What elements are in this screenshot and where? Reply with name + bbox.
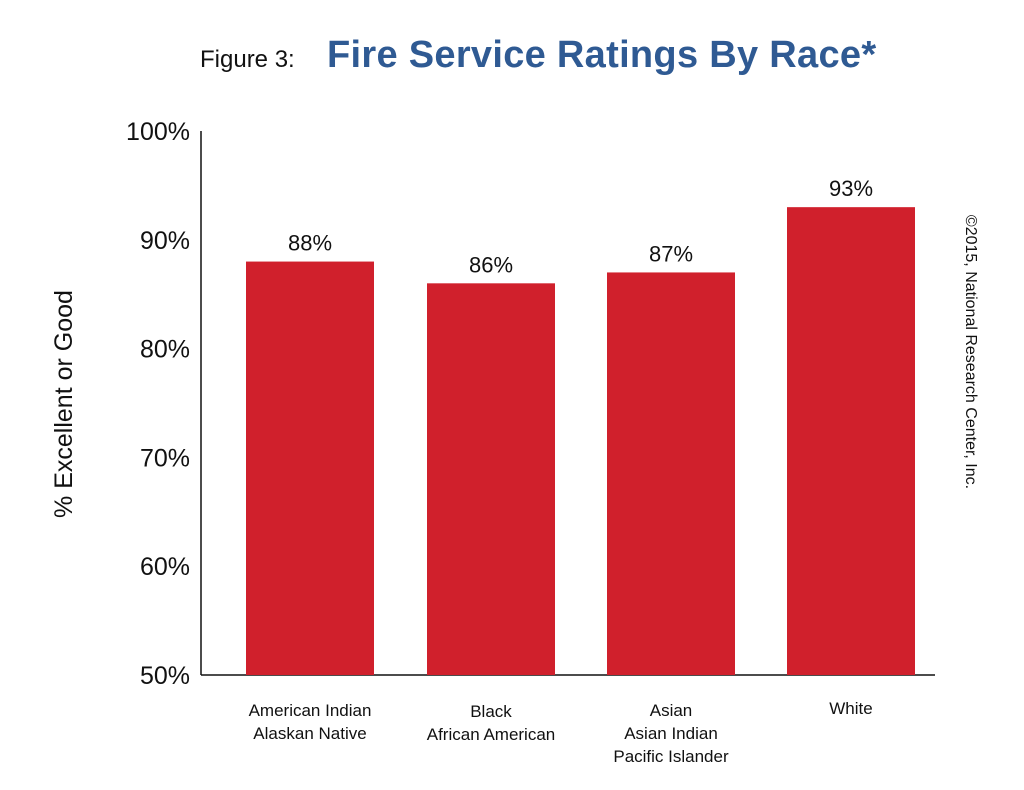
y-tick-label: 80% <box>140 336 190 364</box>
bar <box>607 272 735 675</box>
y-tick-label: 90% <box>140 227 190 255</box>
bar <box>427 283 555 675</box>
bar-value-label: 86% <box>469 252 513 277</box>
bar <box>246 261 374 675</box>
x-tick-label: Asian <box>650 701 693 720</box>
x-tick-label: Pacific Islander <box>613 747 729 766</box>
x-tick-label: African American <box>427 725 556 744</box>
x-tick-label: Asian Indian <box>624 724 718 743</box>
x-tick-label: Black <box>470 702 512 721</box>
x-tick-label: White <box>829 699 872 718</box>
y-tick-label: 60% <box>140 553 190 581</box>
y-tick-label: 70% <box>140 444 190 472</box>
copyright-notice: ©2015, National Research Center, Inc. <box>962 215 979 489</box>
bar-value-label: 93% <box>829 176 873 201</box>
title-block: Figure 3: Fire Service Ratings By Race* <box>0 34 1024 84</box>
y-tick-label: 100% <box>126 118 190 146</box>
y-tick-label: 50% <box>140 662 190 690</box>
x-tick-label: Alaskan Native <box>253 724 366 743</box>
figure-number: Figure 3: <box>200 46 295 73</box>
bar-value-label: 87% <box>649 241 693 266</box>
y-axis-label: % Excellent or Good <box>50 290 78 518</box>
chart-title: Fire Service Ratings By Race* <box>327 34 877 76</box>
bar-value-label: 88% <box>288 231 332 256</box>
bar <box>787 207 915 675</box>
x-tick-label: American Indian <box>249 701 372 720</box>
